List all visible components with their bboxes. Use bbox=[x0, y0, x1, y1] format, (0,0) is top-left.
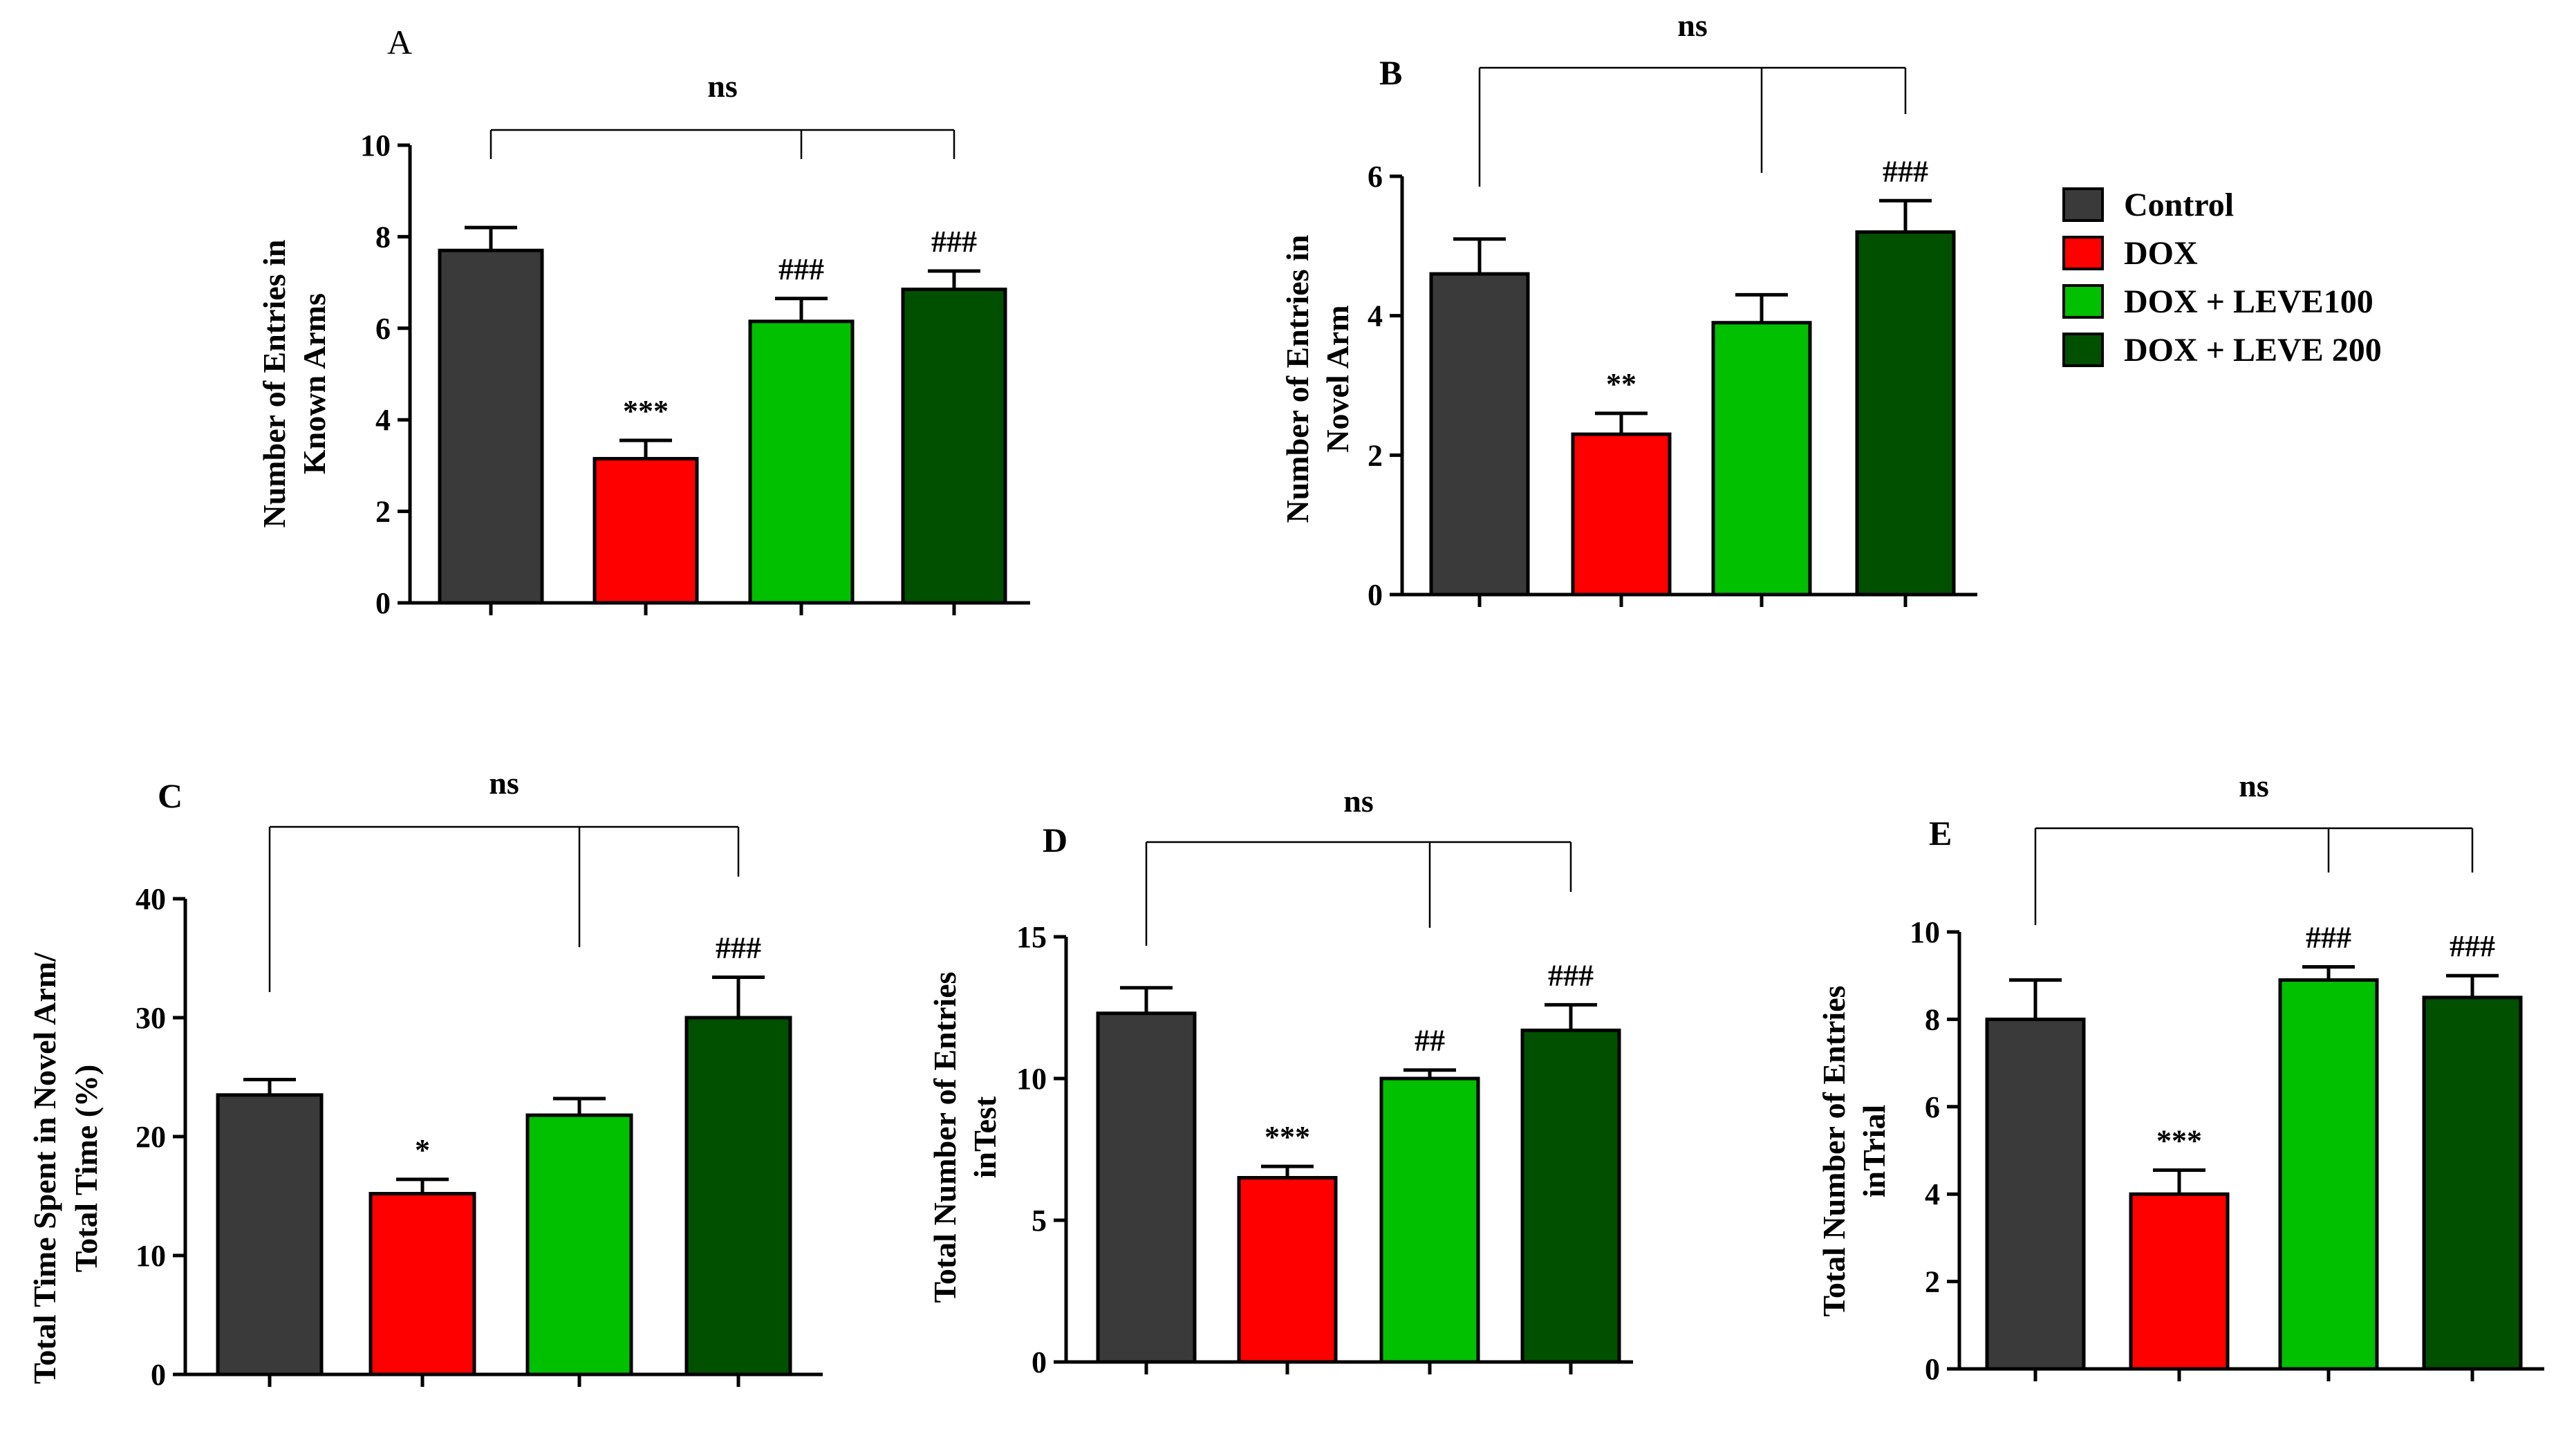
y-tick-label: 8 bbox=[1925, 1002, 1940, 1036]
bar-3 bbox=[748, 319, 855, 605]
bar-4 bbox=[1520, 1028, 1621, 1364]
y-tick-label: 0 bbox=[1368, 578, 1383, 612]
y-axis-label-line2: Total Time (%) bbox=[68, 1065, 104, 1273]
bar-2 bbox=[2129, 1192, 2230, 1371]
significance-label: ## bbox=[1415, 1024, 1445, 1058]
panel-b: B ns Number of Entries in Novel Arm 0 2 4 6… bbox=[1280, 8, 1977, 612]
y-tick-label: 10 bbox=[1016, 1062, 1047, 1096]
legend-label-dox-leve200: DOX + LEVE 200 bbox=[2124, 332, 2382, 368]
panel-letter-d: D bbox=[1043, 821, 1067, 859]
bar-3 bbox=[1379, 1076, 1480, 1364]
legend: Control DOX DOX + LEVE100 DOX + LEVE 200 bbox=[2062, 187, 2382, 368]
significance-label: *** bbox=[2156, 1123, 2202, 1157]
panel-letter-b: B bbox=[1379, 53, 1402, 92]
ns-label: ns bbox=[2239, 768, 2268, 803]
y-axis-label-line1: Number of Entries in bbox=[256, 240, 292, 528]
y-axis-label-line1: Total Time Spent in Novel Arm/ bbox=[27, 952, 62, 1384]
bar-3 bbox=[525, 1113, 633, 1376]
y-tick-label: 2 bbox=[375, 495, 391, 529]
significance-label: ### bbox=[778, 252, 824, 286]
panel-e: E ns Total Number of Entries inTrial 0 2 4… bbox=[1816, 768, 2544, 1386]
significance-label: ### bbox=[1548, 958, 1594, 992]
legend-label-control: Control bbox=[2124, 187, 2234, 223]
y-axis-label-line1: Total Number of Entries bbox=[927, 971, 962, 1303]
y-axis-label-line2: Known Arms bbox=[297, 293, 332, 474]
legend-label-dox-leve100: DOX + LEVE100 bbox=[2124, 283, 2373, 320]
y-tick-label: 0 bbox=[151, 1358, 166, 1392]
y-tick-label: 6 bbox=[1925, 1090, 1940, 1124]
bar-2 bbox=[1571, 432, 1672, 597]
bar-4 bbox=[901, 288, 1007, 605]
y-axis-label-line2: Novel Arm bbox=[1320, 305, 1355, 452]
legend-swatch-dox bbox=[2062, 236, 2104, 270]
bar-2 bbox=[369, 1192, 476, 1376]
significance-label: ### bbox=[1883, 154, 1928, 188]
bar-3 bbox=[1711, 321, 1812, 597]
significance-label: ### bbox=[716, 931, 761, 965]
significance-label: ** bbox=[1606, 367, 1636, 401]
bar-2 bbox=[593, 456, 699, 605]
y-tick-label: 4 bbox=[1925, 1177, 1940, 1211]
bar-1 bbox=[1429, 272, 1530, 597]
y-axis-label-line1: Number of Entries in bbox=[1280, 235, 1315, 523]
ns-label: ns bbox=[489, 765, 519, 801]
y-axis-label-line1: Total Number of Entries bbox=[1816, 985, 1852, 1316]
y-tick-label: 6 bbox=[375, 312, 391, 346]
significance-label: ### bbox=[2306, 921, 2351, 955]
y-axis-label-line2: inTest bbox=[967, 1096, 1002, 1178]
bar-1 bbox=[1096, 1011, 1197, 1364]
significance-label: *** bbox=[1265, 1120, 1310, 1154]
bar-1 bbox=[1985, 1017, 2086, 1371]
bar-4 bbox=[2422, 996, 2523, 1371]
significance-label: ### bbox=[931, 225, 977, 259]
y-tick-label: 2 bbox=[1925, 1265, 1940, 1299]
significance-label: *** bbox=[623, 394, 669, 428]
bar-4 bbox=[684, 1016, 792, 1376]
y-tick-label: 4 bbox=[375, 403, 391, 437]
legend-label-dox: DOX bbox=[2124, 235, 2198, 272]
y-tick-label: 5 bbox=[1032, 1204, 1047, 1238]
bar-3 bbox=[2278, 978, 2379, 1371]
y-tick-label: 6 bbox=[1368, 160, 1383, 194]
panel-letter-c: C bbox=[158, 776, 183, 815]
ns-label: ns bbox=[707, 68, 737, 104]
panel-letter-a: A bbox=[387, 23, 412, 62]
y-tick-label: 10 bbox=[1910, 915, 1940, 949]
legend-swatch-dox-leve200 bbox=[2062, 333, 2104, 367]
bar-2 bbox=[1237, 1176, 1338, 1364]
legend-swatch-control bbox=[2062, 187, 2104, 222]
y-tick-label: 0 bbox=[1032, 1345, 1047, 1379]
y-tick-label: 10 bbox=[136, 1239, 166, 1273]
legend-swatch-dox-leve100 bbox=[2062, 284, 2104, 319]
y-tick-label: 40 bbox=[136, 882, 166, 916]
y-tick-label: 8 bbox=[375, 220, 391, 254]
y-tick-label: 10 bbox=[360, 129, 391, 162]
y-tick-label: 20 bbox=[136, 1120, 166, 1154]
panel-letter-e: E bbox=[1929, 814, 1952, 852]
panel-c: C ns Total Time Spent in Novel Arm/ Tota… bbox=[27, 765, 823, 1392]
y-tick-label: 4 bbox=[1368, 299, 1383, 333]
y-tick-label: 0 bbox=[375, 586, 391, 620]
y-tick-label: 2 bbox=[1368, 438, 1383, 472]
y-tick-label: 0 bbox=[1925, 1352, 1940, 1386]
significance-label: ### bbox=[2450, 929, 2495, 963]
bar-1 bbox=[438, 248, 544, 605]
bar-1 bbox=[216, 1093, 324, 1376]
y-tick-label: 30 bbox=[136, 1001, 166, 1035]
bar-4 bbox=[1855, 230, 1956, 597]
ns-label: ns bbox=[1677, 8, 1707, 43]
panel-a: A ns Number of Entries in Known Arms 0 2 4… bbox=[256, 23, 1030, 620]
significance-label: * bbox=[415, 1133, 430, 1167]
y-axis-label-line2: inTrial bbox=[1856, 1105, 1892, 1198]
ns-label: ns bbox=[1343, 783, 1373, 819]
y-tick-label: 15 bbox=[1016, 920, 1047, 954]
panel-d: D ns Total Number of Entries inTest 0 5 10… bbox=[927, 783, 1633, 1379]
